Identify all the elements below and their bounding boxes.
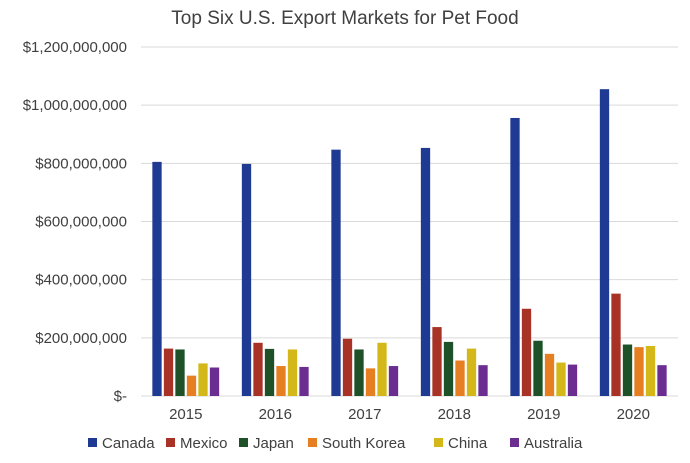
y-tick-label: $800,000,000: [35, 155, 127, 172]
bar-mexico-2018: [432, 327, 442, 396]
bar-australia-2020: [657, 365, 667, 396]
y-tick-label: $1,200,000,000: [23, 39, 127, 56]
bar-australia-2018: [478, 365, 488, 396]
y-tick-label: $-: [114, 388, 127, 405]
bar-canada-2015: [152, 161, 162, 396]
bar-south-korea-2019: [544, 353, 555, 396]
legend-label: Canada: [102, 435, 155, 452]
bar-south-korea-2018: [455, 360, 465, 396]
legend-item-canada: Canada: [88, 435, 155, 452]
chart-title: Top Six U.S. Export Markets for Pet Food: [171, 8, 518, 29]
bar-australia-2017: [388, 366, 399, 396]
legend-label: China: [448, 435, 488, 452]
y-tick-label: $200,000,000: [35, 330, 127, 347]
bar-china-2017: [377, 342, 387, 396]
legend-swatch: [166, 438, 175, 447]
bar-australia-2019: [567, 364, 578, 396]
bar-canada-2018: [420, 147, 431, 396]
legend-label: Australia: [524, 435, 583, 452]
bar-china-2016: [287, 349, 298, 396]
x-tick-label: 2015: [169, 406, 202, 423]
x-tick-label: 2016: [259, 406, 292, 423]
bar-south-korea-2017: [365, 368, 376, 396]
legend-swatch: [239, 438, 248, 447]
legend-label: Mexico: [180, 435, 228, 452]
bar-mexico-2016: [253, 342, 263, 396]
bar-japan-2020: [622, 344, 633, 396]
legend-item-south-korea: South Korea: [308, 435, 406, 452]
legend-label: Japan: [253, 435, 294, 452]
bar-mexico-2017: [342, 338, 353, 396]
bar-mexico-2020: [611, 293, 621, 396]
bar-canada-2017: [331, 149, 341, 396]
bar-china-2020: [645, 345, 656, 396]
bar-china-2018: [466, 348, 477, 396]
bar-mexico-2015: [163, 348, 174, 396]
bar-australia-2015: [209, 367, 220, 396]
bar-china-2019: [556, 362, 566, 396]
legend: Canada Mexico Japan South Korea China Austral…: [88, 435, 583, 452]
y-tick-label: $1,000,000,000: [23, 97, 127, 114]
x-tick-label: 2019: [527, 406, 560, 423]
bar-japan-2018: [443, 341, 454, 396]
bar-canada-2016: [241, 163, 252, 396]
y-axis-tick-labels: $- $200,000,000 $400,000,000 $600,000,000 $8…: [23, 39, 127, 405]
x-tick-label: 2017: [348, 406, 381, 423]
bar-south-korea-2015: [186, 375, 197, 396]
legend-item-japan: Japan: [239, 435, 294, 452]
bar-australia-2016: [299, 366, 309, 396]
legend-item-australia: Australia: [510, 435, 583, 452]
legend-item-mexico: Mexico: [166, 435, 228, 452]
legend-label: South Korea: [322, 435, 406, 452]
bar-mexico-2019: [521, 308, 532, 396]
y-tick-label: $600,000,000: [35, 214, 127, 231]
bar-south-korea-2020: [634, 347, 644, 396]
bar-japan-2015: [175, 349, 185, 396]
x-tick-label: 2020: [617, 406, 650, 423]
x-axis-tick-labels: 2015 2016 2017 2018 2019 2020: [169, 406, 650, 423]
legend-swatch: [510, 438, 519, 447]
legend-swatch: [434, 438, 443, 447]
bar-japan-2017: [354, 349, 364, 396]
bar-japan-2019: [533, 340, 543, 396]
bar-china-2015: [198, 363, 208, 396]
bar-canada-2020: [599, 89, 610, 396]
bars: [152, 89, 667, 397]
legend-swatch: [88, 438, 97, 447]
bar-japan-2016: [264, 348, 275, 396]
bar-south-korea-2016: [276, 366, 286, 396]
legend-swatch: [308, 438, 317, 447]
x-tick-label: 2018: [438, 406, 471, 423]
y-tick-label: $400,000,000: [35, 272, 127, 289]
gridlines: [141, 46, 678, 397]
bar-canada-2019: [510, 117, 520, 397]
legend-item-china: China: [434, 435, 488, 452]
